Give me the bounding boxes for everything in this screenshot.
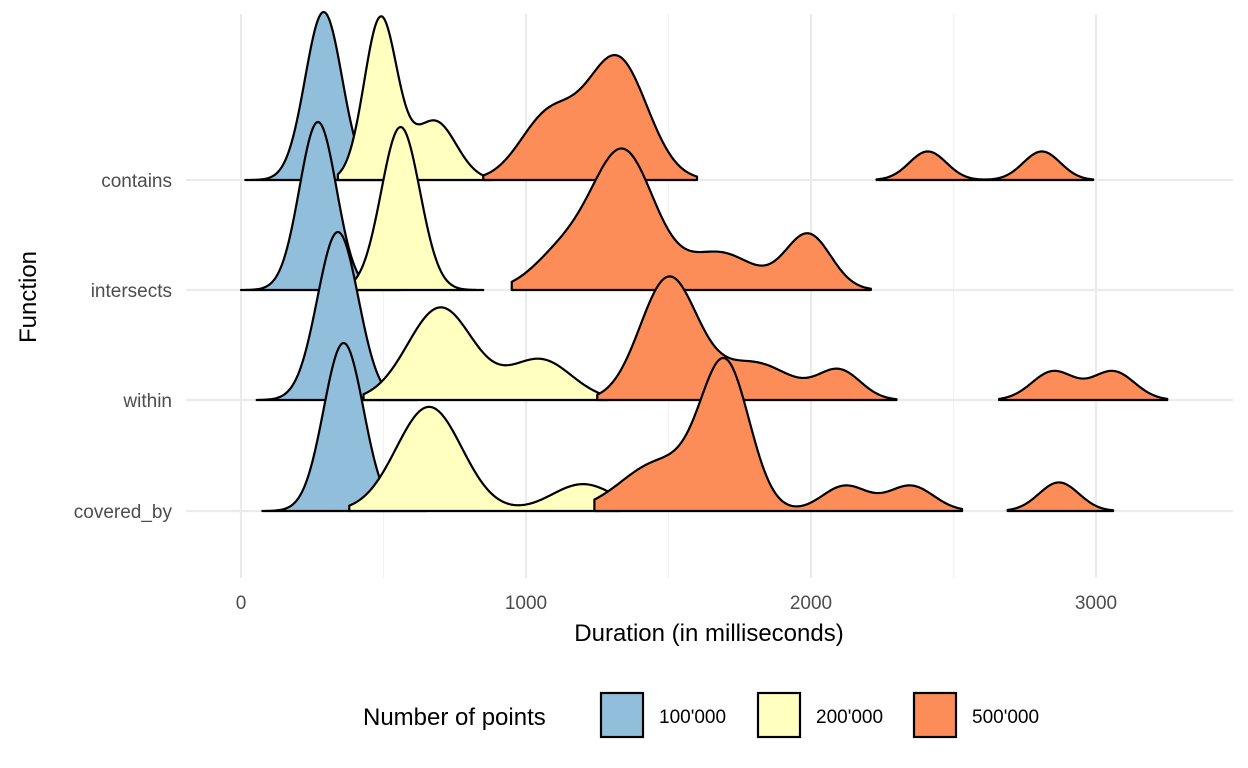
ridge-covered-by-500000 — [593, 356, 964, 513]
ridge-intersects-500000 — [510, 147, 872, 292]
legend: Number of points 100'000 200'000 500'000 — [363, 691, 1039, 739]
ridge-contains-500000 — [482, 53, 699, 182]
x-tick-labels: 0 1000 2000 3000 — [236, 593, 1117, 614]
legend-key-500000 — [912, 691, 958, 739]
ridge-contains-200000 — [336, 15, 493, 182]
ridge-intersects-200000 — [339, 125, 485, 292]
y-tick-label-intersects: intersects — [91, 281, 172, 302]
ridge-covered-by-500000-tail — [1006, 481, 1115, 513]
ridge-within-500000-tail — [998, 369, 1169, 402]
legend-key-200000 — [756, 691, 802, 739]
y-tick-label-contains: contains — [101, 171, 172, 192]
legend-title: Number of points — [363, 704, 546, 731]
ridge-covered-by-200000 — [348, 405, 622, 513]
y-tick-label-within: within — [122, 391, 172, 412]
ridge-areas — [239, 10, 1169, 513]
x-tick-label: 3000 — [1075, 593, 1117, 614]
x-tick-label: 2000 — [790, 593, 832, 614]
y-tick-label-covered-by: covered_by — [74, 502, 173, 523]
legend-label-200000: 200'000 — [816, 707, 883, 728]
y-tick-labels: covered_by within intersects contains — [74, 171, 173, 523]
ridge-within-200000 — [362, 306, 610, 402]
x-tick-label: 1000 — [505, 593, 547, 614]
x-tick-label: 0 — [236, 593, 247, 614]
y-axis-title: Function — [15, 251, 42, 343]
legend-label-100000: 100'000 — [659, 707, 726, 728]
legend-key-100000 — [599, 691, 645, 739]
legend-label-500000: 500'000 — [972, 707, 1039, 728]
ridge-within-500000 — [596, 275, 898, 402]
x-axis-title: Duration (in milliseconds) — [574, 620, 843, 647]
ridge-contains-500000-tail — [875, 150, 1095, 182]
